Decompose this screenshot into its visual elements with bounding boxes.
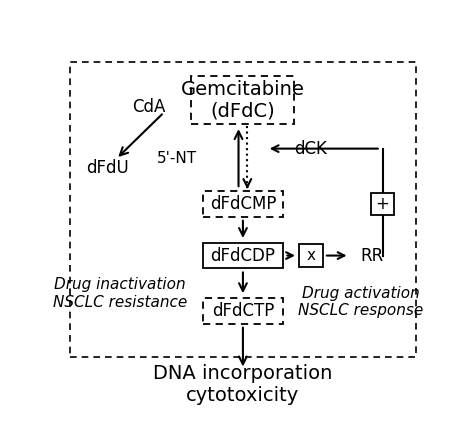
- Bar: [371, 193, 394, 215]
- Text: +: +: [375, 195, 390, 213]
- Bar: [299, 244, 323, 267]
- Text: dFdU: dFdU: [86, 159, 128, 177]
- Text: RR: RR: [360, 246, 384, 265]
- Bar: [70, 62, 416, 358]
- Bar: [202, 243, 283, 268]
- Text: dFdCTP: dFdCTP: [212, 302, 274, 320]
- Text: x: x: [306, 248, 315, 263]
- Text: Drug inactivation
NSCLC resistance: Drug inactivation NSCLC resistance: [53, 277, 187, 310]
- Text: Gemcitabine
(dFdC): Gemcitabine (dFdC): [181, 80, 305, 121]
- Bar: [191, 76, 294, 125]
- Text: Drug activation
NSCLC response: Drug activation NSCLC response: [298, 286, 423, 319]
- Text: CdA: CdA: [133, 98, 166, 116]
- Bar: [202, 191, 283, 217]
- Bar: [202, 298, 283, 324]
- Text: 5'-NT: 5'-NT: [157, 151, 197, 167]
- Text: dFdCDP: dFdCDP: [210, 246, 275, 265]
- Text: DNA incorporation
cytotoxicity: DNA incorporation cytotoxicity: [153, 364, 333, 405]
- Text: dCK: dCK: [294, 140, 328, 158]
- Text: dFdCMP: dFdCMP: [210, 195, 276, 213]
